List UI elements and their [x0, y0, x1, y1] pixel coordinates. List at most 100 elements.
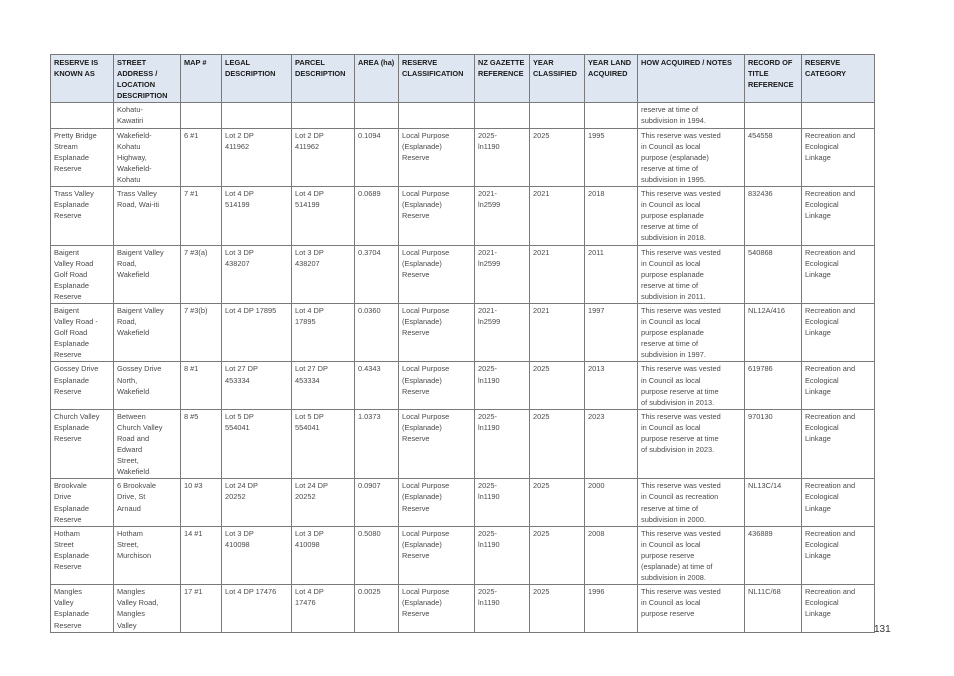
- table-row: Gossey Drive Esplanade Reserve Gossey Dri…: [50, 361, 875, 410]
- cell-area: 0.0907: [354, 478, 399, 527]
- table-row: Church Valley Esplanade Reserve Between C…: [50, 408, 875, 480]
- cell-legal-description: Lot 24 DP 20252: [221, 478, 292, 527]
- cell-reserve-category: Recreation and Ecological Linkage: [801, 584, 875, 633]
- cell-gazette-reference: 2021- ln2599: [474, 302, 530, 363]
- cell-area: 0.1094: [354, 127, 399, 188]
- cell-area: 0.3704: [354, 244, 399, 304]
- cell-year-acquired: 1996: [584, 584, 638, 633]
- cell-reserve-category: Recreation and Ecological Linkage: [801, 478, 875, 527]
- cell-parcel-description: Lot 27 DP 453334: [291, 361, 355, 410]
- header-row: RESERVE IS KNOWN AS STREET ADDRESS / LOCA…: [50, 53, 875, 104]
- cell-gazette-reference: [474, 102, 530, 129]
- cell-legal-description: Lot 4 DP 17476: [221, 584, 292, 633]
- cell-gazette-reference: 2025- ln1190: [474, 584, 530, 633]
- cell-year-classified: 2025: [529, 127, 585, 188]
- cell-legal-description: Lot 3 DP 438207: [221, 244, 292, 304]
- cell-map-number: 7 #3(a): [180, 244, 222, 304]
- cell-area: 0.0025: [354, 584, 399, 633]
- cell-area: 0.0360: [354, 302, 399, 363]
- cell-title-reference: 832436: [744, 186, 802, 246]
- header-reserve-category: RESERVE CATEGORY: [801, 53, 875, 104]
- cell-year-acquired: 2023: [584, 408, 638, 480]
- header-gazette-reference: NZ GAZETTE REFERENCE: [474, 53, 530, 104]
- cell-year-classified: 2025: [529, 478, 585, 527]
- header-parcel-description: PARCEL DESCRIPTION: [291, 53, 355, 104]
- cell-year-classified: [529, 102, 585, 129]
- cell-legal-description: Lot 27 DP 453334: [221, 361, 292, 410]
- cell-street-address: 6 Brookvale Drive, St Arnaud: [113, 478, 181, 527]
- page-number: 131: [874, 624, 891, 635]
- cell-reserve-category: Recreation and Ecological Linkage: [801, 186, 875, 246]
- cell-how-acquired-notes: This reserve was vested in Council as lo…: [637, 244, 745, 304]
- header-map-number: MAP #: [180, 53, 222, 104]
- header-reserve-name: RESERVE IS KNOWN AS: [50, 53, 114, 104]
- cell-reserve-classification: Local Purpose (Esplanade) Reserve: [398, 478, 475, 527]
- cell-year-classified: 2025: [529, 525, 585, 586]
- cell-year-acquired: 1995: [584, 127, 638, 188]
- cell-year-classified: 2025: [529, 361, 585, 410]
- cell-parcel-description: Lot 4 DP 17476: [291, 584, 355, 633]
- table-row: Brookvale Drive Esplanade Reserve 6 Brook…: [50, 478, 875, 527]
- cell-parcel-description: Lot 3 DP 438207: [291, 244, 355, 304]
- cell-parcel-description: Lot 4 DP 17895: [291, 302, 355, 363]
- cell-street-address: Baigent Valley Road, Wakefield: [113, 244, 181, 304]
- header-street-address: STREET ADDRESS / LOCATION DESCRIPTION: [113, 53, 181, 104]
- cell-year-acquired: 2000: [584, 478, 638, 527]
- table-row: Baigent Valley Road Golf Road Esplanade …: [50, 244, 875, 304]
- table-row: Pretty Bridge Stream Esplanade Reserve W…: [50, 127, 875, 188]
- cell-reserve-classification: Local Purpose (Esplanade) Reserve: [398, 186, 475, 246]
- cell-street-address: Trass Valley Road, Wai-iti: [113, 186, 181, 246]
- cell-gazette-reference: 2025- ln1190: [474, 361, 530, 410]
- cell-reserve-category: Recreation and Ecological Linkage: [801, 127, 875, 188]
- cell-area: [354, 102, 399, 129]
- cell-street-address: Hotham Street, Murchison: [113, 525, 181, 586]
- cell-year-classified: 2021: [529, 244, 585, 304]
- cell-year-classified: 2025: [529, 584, 585, 633]
- cell-year-acquired: 2011: [584, 244, 638, 304]
- cell-year-acquired: 1997: [584, 302, 638, 363]
- cell-how-acquired-notes: This reserve was vested in Council as lo…: [637, 525, 745, 586]
- cell-gazette-reference: 2021- ln2599: [474, 244, 530, 304]
- cell-title-reference: NL13C/14: [744, 478, 802, 527]
- cell-reserve-classification: [398, 102, 475, 129]
- cell-reserve-category: Recreation and Ecological Linkage: [801, 302, 875, 363]
- cell-reserve-name: Gossey Drive Esplanade Reserve: [50, 361, 114, 410]
- table-row: Kohatu- Kawatiri reserve at time of subdi…: [50, 102, 875, 129]
- cell-legal-description: Lot 2 DP 411962: [221, 127, 292, 188]
- reserves-table: RESERVE IS KNOWN AS STREET ADDRESS / LOCA…: [50, 53, 875, 633]
- header-reserve-classification: RESERVE CLASSIFICATION: [398, 53, 475, 104]
- cell-reserve-name: Pretty Bridge Stream Esplanade Reserve: [50, 127, 114, 188]
- cell-reserve-name: Brookvale Drive Esplanade Reserve: [50, 478, 114, 527]
- cell-title-reference: NL12A/416: [744, 302, 802, 363]
- cell-how-acquired-notes: This reserve was vested in Council as re…: [637, 478, 745, 527]
- cell-reserve-name: Trass Valley Esplanade Reserve: [50, 186, 114, 246]
- cell-title-reference: [744, 102, 802, 129]
- cell-reserve-category: Recreation and Ecological Linkage: [801, 408, 875, 480]
- cell-reserve-classification: Local Purpose (Esplanade) Reserve: [398, 127, 475, 188]
- cell-street-address: Kohatu- Kawatiri: [113, 102, 181, 129]
- cell-how-acquired-notes: This reserve was vested in Council as lo…: [637, 408, 745, 480]
- cell-how-acquired-notes: This reserve was vested in Council as lo…: [637, 302, 745, 363]
- cell-legal-description: [221, 102, 292, 129]
- cell-reserve-category: Recreation and Ecological Linkage: [801, 525, 875, 586]
- cell-street-address: Mangles Valley Road, Mangles Valley: [113, 584, 181, 633]
- cell-reserve-classification: Local Purpose (Esplanade) Reserve: [398, 361, 475, 410]
- cell-reserve-classification: Local Purpose (Esplanade) Reserve: [398, 408, 475, 480]
- cell-title-reference: 619786: [744, 361, 802, 410]
- cell-legal-description: Lot 5 DP 554041: [221, 408, 292, 480]
- cell-reserve-name: Mangles Valley Esplanade Reserve: [50, 584, 114, 633]
- cell-reserve-classification: Local Purpose (Esplanade) Reserve: [398, 302, 475, 363]
- cell-reserve-name: Baigent Valley Road - Golf Road Esplanad…: [50, 302, 114, 363]
- table-row: Mangles Valley Esplanade Reserve Mangles…: [50, 584, 875, 633]
- cell-parcel-description: Lot 2 DP 411962: [291, 127, 355, 188]
- cell-title-reference: 970130: [744, 408, 802, 480]
- cell-year-classified: 2025: [529, 408, 585, 480]
- cell-area: 1.0373: [354, 408, 399, 480]
- cell-map-number: 10 #3: [180, 478, 222, 527]
- cell-reserve-classification: Local Purpose (Esplanade) Reserve: [398, 244, 475, 304]
- cell-reserve-category: [801, 102, 875, 129]
- cell-year-classified: 2021: [529, 186, 585, 246]
- cell-year-acquired: [584, 102, 638, 129]
- cell-street-address: Wakefield- Kohatu Highway, Wakefield- Ko…: [113, 127, 181, 188]
- cell-year-acquired: 2008: [584, 525, 638, 586]
